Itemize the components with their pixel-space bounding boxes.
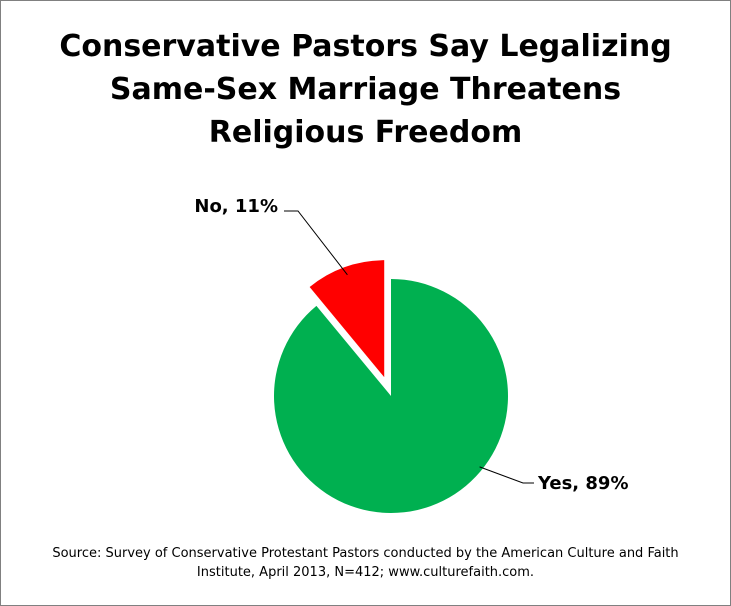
source-note-line-2: Institute, April 2013, N=412; www.cultur… [196,565,535,580]
data-label-no: No, 11% [194,196,278,217]
pie-slice-yes [273,279,508,514]
chart-title-line-2: Same-Sex Marriage Threatens [109,72,622,107]
data-label-yes: Yes, 89% [537,473,629,494]
leader-line-yes [479,466,534,484]
source-note: Source: Survey of Conservative Protestan… [1,544,730,582]
chart-title: Conservative Pastors Say Legalizing Same… [1,25,730,154]
chart-title-line-1: Conservative Pastors Say Legalizing [59,29,672,64]
chart-title-line-3: Religious Freedom [208,115,523,150]
source-note-line-1: Source: Survey of Conservative Protestan… [52,546,679,561]
pie-slice-no [309,260,385,378]
leader-line-no [284,210,348,276]
